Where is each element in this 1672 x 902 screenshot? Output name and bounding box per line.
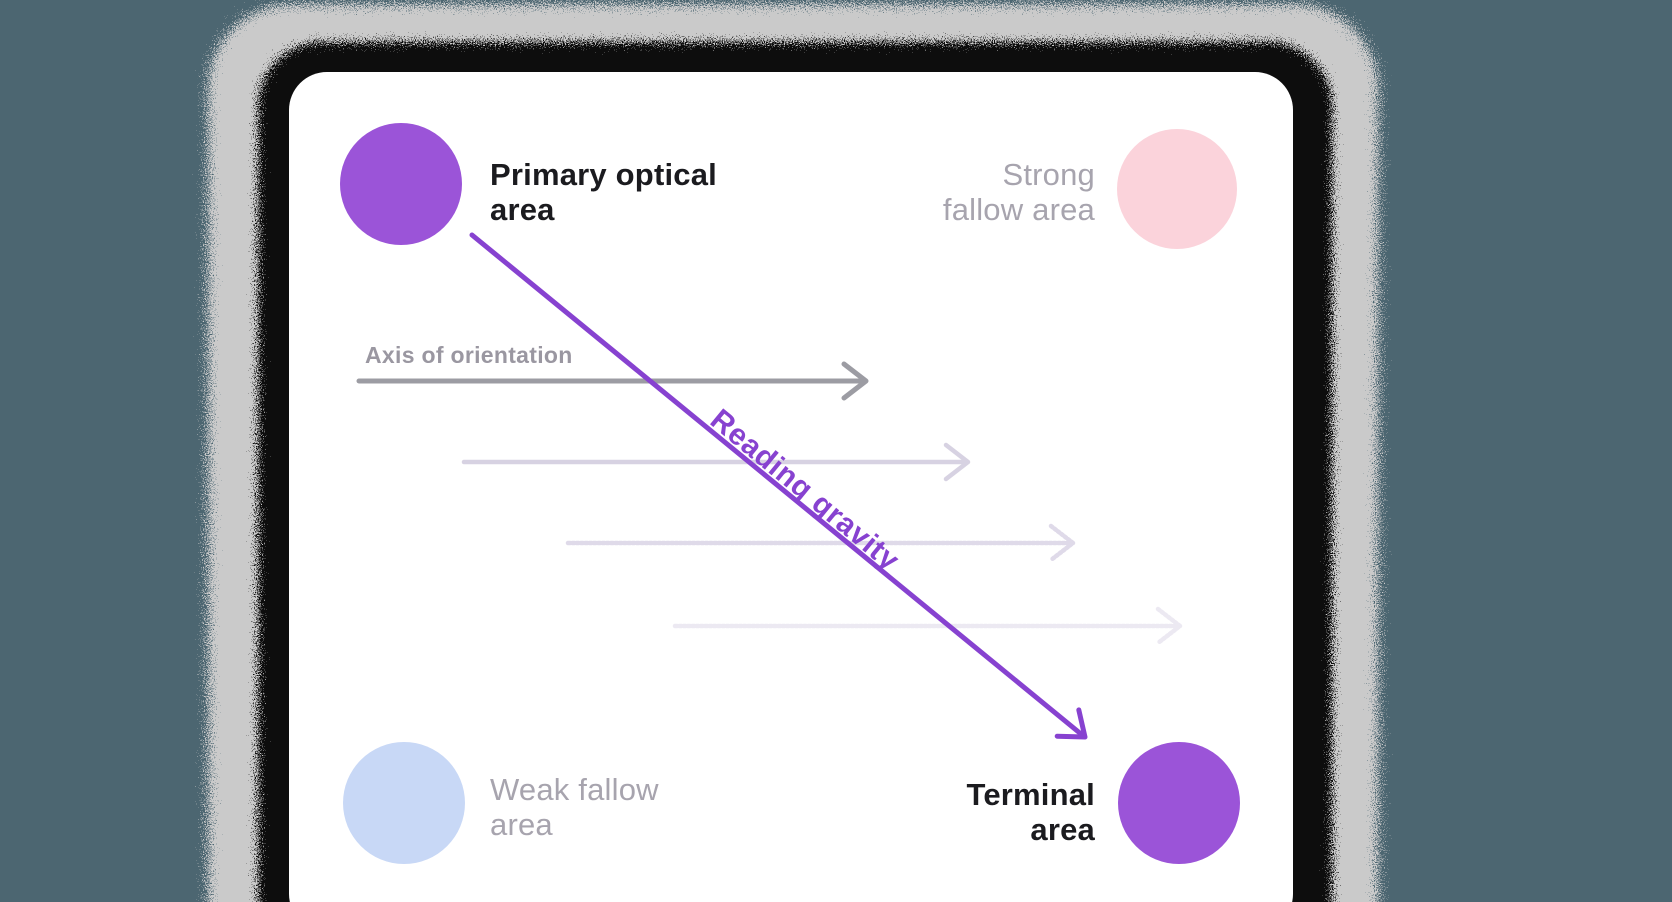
label-line: Primary optical <box>490 157 717 192</box>
label-line: area <box>1030 812 1095 847</box>
weak-fallow-circle <box>343 742 465 864</box>
arrowhead-icon <box>841 361 869 401</box>
label-line: area <box>490 192 555 227</box>
arrowhead-icon <box>943 442 971 482</box>
primary-optical-area-label: Primary optical area <box>490 157 717 227</box>
strong-fallow-circle <box>1117 129 1237 249</box>
axis-arrow-4 <box>672 606 1183 646</box>
reading-gravity-arrow <box>469 232 1088 740</box>
label-line: area <box>490 807 553 842</box>
axis-arrow-2 <box>461 442 971 482</box>
arrowhead-icon <box>1054 707 1088 740</box>
arrowhead-icon <box>1155 606 1183 646</box>
diagram-canvas <box>340 123 1240 864</box>
weak-fallow-area-label: Weak fallow area <box>490 772 659 842</box>
axis-arrow-1 <box>356 361 869 401</box>
terminal-area-label: Terminal area <box>966 777 1095 847</box>
primary-optical-circle <box>340 123 462 245</box>
screen-card: Primary optical area Strong fallow area … <box>289 72 1293 902</box>
label-line: Weak fallow <box>490 772 659 807</box>
axis-arrow-3 <box>565 523 1076 563</box>
arrowhead-icon <box>1048 523 1076 563</box>
label-line: fallow area <box>942 192 1095 227</box>
label-line: Strong <box>1002 157 1095 192</box>
terminal-circle <box>1118 742 1240 864</box>
axis-of-orientation-label: Axis of orientation <box>365 342 573 368</box>
strong-fallow-area-label: Strong fallow area <box>943 157 1095 227</box>
label-line: Terminal <box>966 777 1095 812</box>
